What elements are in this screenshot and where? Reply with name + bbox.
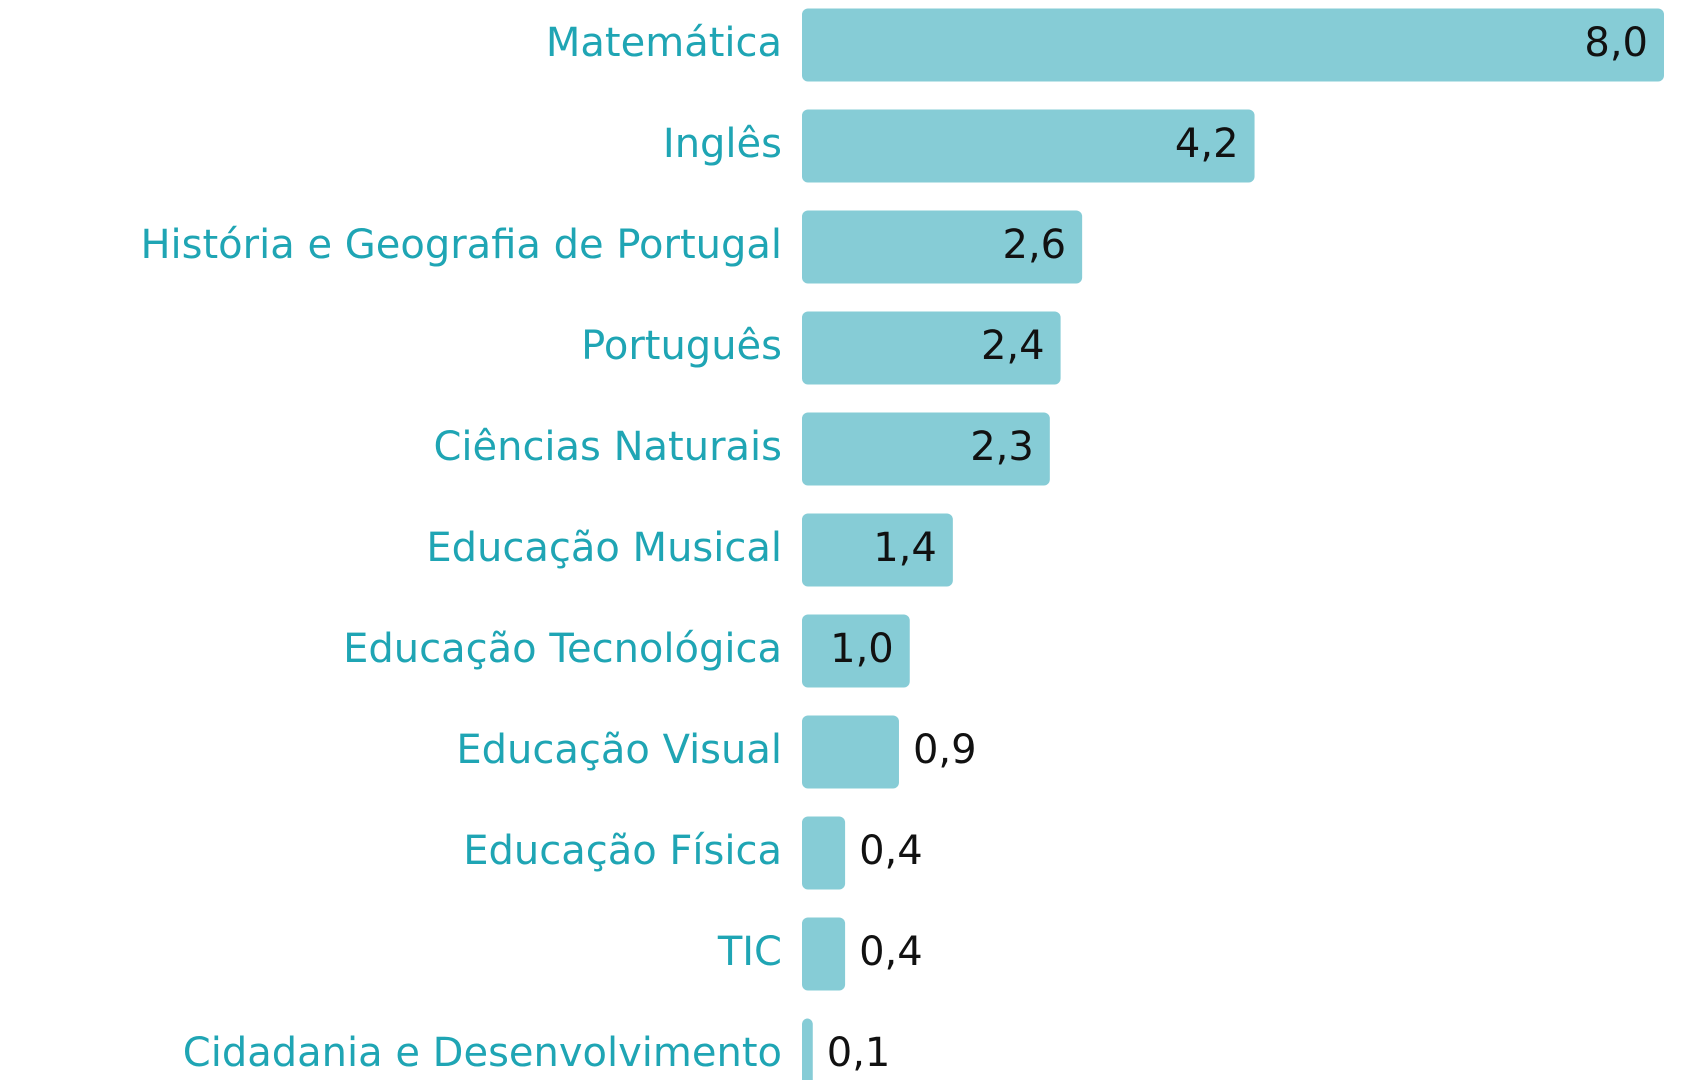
value-label: 8,0 bbox=[1584, 20, 1648, 66]
value-label: 2,3 bbox=[970, 424, 1034, 470]
category-label: Português bbox=[581, 323, 782, 369]
value-label: 0,4 bbox=[859, 929, 923, 975]
value-label: 1,0 bbox=[830, 626, 894, 672]
category-label: História e Geografia de Portugal bbox=[140, 222, 782, 268]
bar bbox=[802, 917, 846, 991]
category-label: Ciências Naturais bbox=[433, 424, 782, 470]
bar bbox=[802, 816, 846, 890]
category-label: Educação Visual bbox=[456, 727, 782, 773]
bar bbox=[802, 311, 1061, 385]
bar bbox=[802, 614, 910, 688]
category-label: Matemática bbox=[546, 20, 782, 66]
bar bbox=[802, 109, 1255, 183]
bar bbox=[802, 513, 953, 587]
value-label: 1,4 bbox=[873, 525, 937, 571]
value-label: 2,6 bbox=[1003, 222, 1067, 268]
category-label: Cidadania e Desenvolvimento bbox=[183, 1030, 782, 1076]
category-label: Educação Física bbox=[463, 828, 782, 874]
bar bbox=[802, 1018, 813, 1080]
category-label: TIC bbox=[717, 929, 782, 975]
value-label: 2,4 bbox=[981, 323, 1045, 369]
category-label: Educação Tecnológica bbox=[343, 626, 782, 672]
value-label: 4,2 bbox=[1175, 121, 1239, 167]
category-label: Inglês bbox=[663, 121, 782, 167]
value-label: 0,4 bbox=[859, 828, 923, 874]
value-label: 0,1 bbox=[827, 1030, 891, 1076]
category-label: Educação Musical bbox=[426, 525, 782, 571]
bar bbox=[802, 210, 1083, 284]
bar bbox=[802, 8, 1664, 82]
bar bbox=[802, 715, 899, 789]
value-label: 0,9 bbox=[913, 727, 977, 773]
bar bbox=[802, 412, 1050, 486]
